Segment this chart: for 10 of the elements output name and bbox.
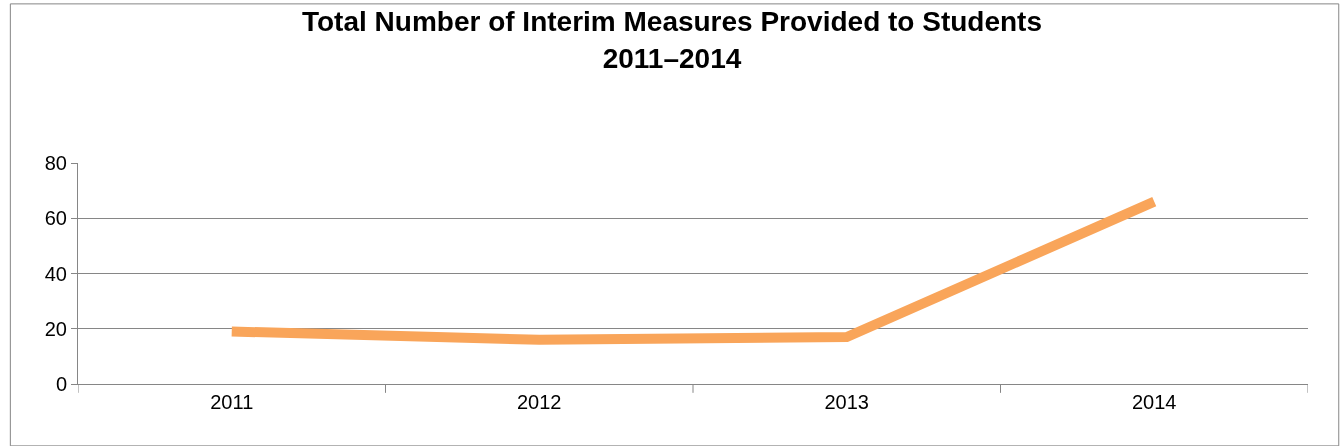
y-tick-label: 60 — [44, 207, 67, 230]
x-tick-label: 2011 — [210, 391, 254, 413]
y-tick-label: 20 — [44, 317, 67, 340]
y-tick-label: 40 — [44, 262, 67, 285]
x-tick-label: 2012 — [517, 391, 562, 413]
y-tick-label: 0 — [55, 373, 67, 395]
y-tick-label: 80 — [44, 152, 67, 174]
chart-title: Total Number of Interim Measures Provided to Students 2011–2014 — [301, 6, 1043, 74]
x-tick-label: 2013 — [824, 391, 869, 413]
x-tick-label: 2014 — [1132, 391, 1177, 413]
